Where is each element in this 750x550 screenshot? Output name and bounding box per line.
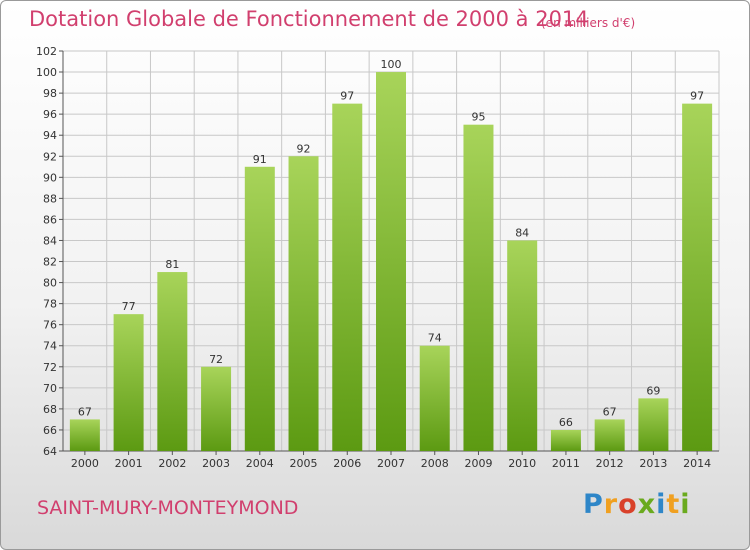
- bar-value-label: 77: [122, 300, 136, 313]
- bar-2013: [638, 398, 669, 451]
- bar-value-label: 74: [428, 332, 442, 345]
- y-tick-label: 70: [43, 382, 57, 395]
- bar-value-label: 81: [165, 258, 179, 271]
- x-tick-label: 2011: [552, 457, 580, 470]
- bar-2010: [507, 240, 538, 451]
- bar-2009: [463, 124, 494, 452]
- bar-value-label: 100: [381, 58, 402, 71]
- logo-letter: i: [656, 489, 667, 520]
- x-tick-label: 2014: [683, 457, 711, 470]
- x-tick-label: 2002: [158, 457, 186, 470]
- bar-value-label: 67: [603, 405, 617, 418]
- bar-value-label: 97: [690, 90, 704, 103]
- x-tick-label: 2006: [333, 457, 361, 470]
- y-tick-label: 66: [43, 424, 57, 437]
- x-tick-label: 2009: [464, 457, 492, 470]
- bar-2003: [201, 366, 232, 451]
- proxiti-logo: Proxiti: [583, 489, 691, 520]
- bar-2002: [157, 272, 188, 451]
- x-tick-label: 2007: [377, 457, 405, 470]
- bars: [69, 72, 713, 452]
- bar-value-label: 66: [559, 416, 573, 429]
- x-tick-label: 2004: [246, 457, 274, 470]
- y-tick-label: 100: [36, 66, 57, 79]
- bar-2011: [550, 429, 581, 451]
- bar-2001: [113, 314, 144, 451]
- y-tick-label: 86: [43, 213, 57, 226]
- logo-letter: P: [583, 489, 604, 520]
- y-tick-label: 98: [43, 87, 57, 100]
- y-tick-label: 96: [43, 108, 57, 121]
- y-tick-label: 76: [43, 319, 57, 332]
- x-tick-label: 2001: [115, 457, 143, 470]
- x-tick-label: 2010: [508, 457, 536, 470]
- x-tick-label: 2003: [202, 457, 230, 470]
- bar-value-label: 97: [340, 90, 354, 103]
- bar-2004: [244, 166, 275, 451]
- bar-2000: [69, 419, 100, 451]
- y-tick-label: 82: [43, 256, 57, 269]
- bar-2005: [288, 156, 319, 451]
- x-tick-label: 2005: [290, 457, 318, 470]
- logo-letter: x: [637, 489, 657, 520]
- bar-value-label: 69: [646, 384, 660, 397]
- y-tick-label: 88: [43, 192, 57, 205]
- y-tick-label: 72: [43, 361, 57, 374]
- y-tick-label: 102: [36, 45, 57, 58]
- chart-title: Dotation Globale de Fonctionnement de 20…: [29, 7, 589, 31]
- bar-value-label: 84: [515, 226, 529, 239]
- y-tick-label: 78: [43, 298, 57, 311]
- labels: 64 66 68 70 72 74 76 78 80 82 84 86 88 90 92 94 96 98 100 1…: [36, 45, 711, 470]
- bar-value-label: 67: [78, 405, 92, 418]
- chart-subtitle: (en milliers d'€): [541, 16, 636, 30]
- y-tick-label: 92: [43, 150, 57, 163]
- bar-2014: [682, 103, 713, 451]
- logo-letter: i: [680, 489, 691, 520]
- bar-value-label: 95: [471, 111, 485, 124]
- bar-2006: [332, 103, 363, 451]
- y-tick-label: 90: [43, 171, 57, 184]
- x-tick-label: 2008: [421, 457, 449, 470]
- y-tick-label: 74: [43, 340, 57, 353]
- bar-2012: [594, 419, 625, 451]
- logo-letter: o: [618, 489, 638, 520]
- y-tick-label: 84: [43, 234, 57, 247]
- bar-2008: [419, 345, 450, 451]
- bar-2007: [376, 72, 406, 451]
- bar-value-label: 72: [209, 353, 223, 366]
- x-tick-label: 2000: [71, 457, 99, 470]
- logo-letter: t: [666, 489, 681, 520]
- bar-value-label: 91: [253, 153, 267, 166]
- y-tick-label: 94: [43, 129, 57, 142]
- bar-value-label: 92: [297, 142, 311, 155]
- commune-name: SAINT-MURY-MONTEYMOND: [37, 497, 299, 519]
- logo-letter: r: [603, 489, 619, 520]
- y-tick-label: 64: [43, 445, 57, 458]
- y-tick-label: 80: [43, 277, 57, 290]
- y-tick-label: 68: [43, 403, 57, 416]
- x-tick-label: 2012: [596, 457, 624, 470]
- x-tick-label: 2013: [639, 457, 667, 470]
